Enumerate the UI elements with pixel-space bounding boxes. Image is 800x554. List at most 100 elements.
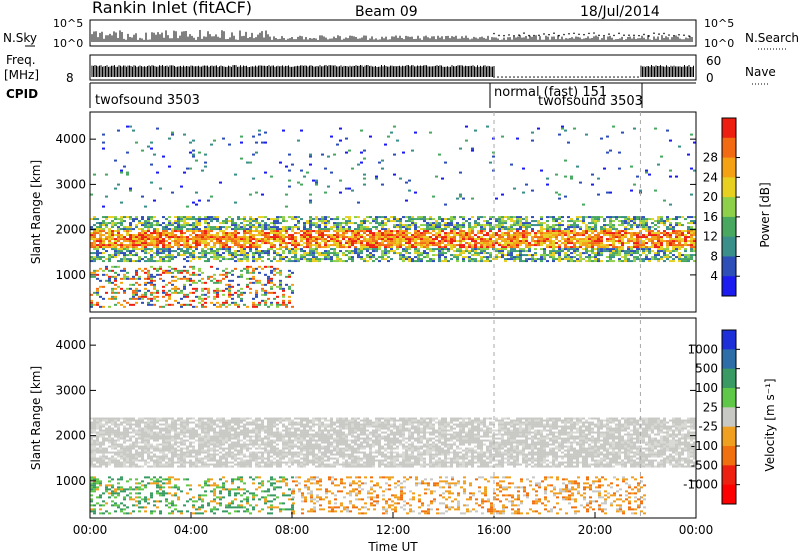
power-cell-3381 [147,301,150,304]
power-cell-1851 [438,222,441,225]
power-cell-1138 [306,228,309,231]
power-cell-3326 [126,301,129,304]
power-cell-1812 [429,238,432,241]
power-cell-702 [219,256,222,259]
power-cell-1177 [312,230,315,233]
power-cell-644 [210,218,213,221]
power-cell-2042 [474,222,477,225]
power-cell-2492 [555,252,558,255]
power-cell-3774 [150,147,153,150]
power-cell-882 [252,260,255,263]
velocity-cell-35 [93,445,96,448]
power-cell-78 [102,256,105,259]
power-cell-1114 [300,244,303,247]
power-cell-2467 [552,234,555,237]
power-cell-355 [156,230,159,233]
power-cell-3876 [339,139,342,142]
power-cell-1078 [291,260,294,263]
power-cell-2126 [489,228,492,231]
power-cell-3241 [90,275,93,278]
power-cell-2566 [570,240,573,243]
power-cell-56 [99,238,102,241]
power-cell-445 [171,254,174,257]
velocity-cell-95 [102,437,105,440]
power-cell-1614 [393,242,396,245]
power-cell-3986 [606,151,609,154]
power-cell-3403 [153,297,156,300]
power-cell-3315 [123,273,126,276]
power-cell-633 [207,232,210,235]
power-cell-2918 [633,250,636,253]
power-cell-3790 [183,171,186,174]
power-colorbar-label-3: 16 [703,210,718,224]
nave-dot [541,76,543,78]
power-cell-1551 [381,250,384,253]
power-cell-2623 [579,260,582,263]
power-cell-2829 [618,236,621,239]
power-cell-1125 [303,232,306,235]
power-cell-3732 [288,273,291,276]
power-cell-3852 [300,169,303,172]
power-cell-1619 [396,220,399,223]
freq-trace [91,65,694,78]
power-cell-1121 [303,224,306,227]
power-cell-1480 [369,236,372,239]
power-cell-3123 [672,238,675,241]
power-cell-3264 [99,295,102,298]
power-cell-791 [237,242,240,245]
velocity-cell-16 [90,453,93,456]
power-cell-3639 [252,267,255,270]
power-cell-3350 [135,297,138,300]
power-cell-1097 [297,216,300,219]
power-cell-1234 [321,238,324,241]
power-cell-3118 [672,218,675,221]
power-cell-810 [240,254,243,257]
power-cell-2259 [513,232,516,235]
power-cell-3711 [279,269,282,272]
power-cell-1108 [300,218,303,221]
power-cell-2745 [603,220,606,223]
power-cell-2193 [501,240,504,243]
power-cell-3231 [693,238,696,241]
power-cell-1532 [378,242,381,245]
power-cell-854 [249,226,252,229]
power-cell-2586 [573,246,576,249]
power-cell-3838 [270,175,273,178]
power-cell-2029 [471,230,474,233]
power-cell-1069 [291,236,294,239]
power-cell-1559 [384,224,387,227]
power-cell-1550 [381,244,384,247]
power-cell-1011 [279,234,282,237]
velocity-cell-177 [114,451,117,454]
power-cell-2302 [519,242,522,245]
nsearch-label: N.Search [745,31,799,45]
power-cell-79 [102,260,105,263]
power-cell-2399 [540,226,543,229]
power-cell-587 [198,240,201,243]
power-cell-226 [132,234,135,237]
power-cell-1377 [348,246,351,249]
power-cell-2956 [639,254,642,257]
power-cell-521 [186,242,189,245]
power-cell-3244 [90,301,93,304]
power-cell-2660 [588,234,591,237]
power-cell-2735 [600,240,603,243]
power-cell-1806 [429,222,432,225]
power-cell-847 [246,258,249,261]
velocity-cell-212 [120,443,123,446]
power-cell-1122 [303,226,306,229]
power-cell-2571 [570,256,573,259]
power-cell-1277 [330,234,333,237]
power-cell-902 [258,224,261,227]
power-cell-2089 [483,216,486,219]
power-cell-554 [192,242,195,245]
power-cell-722 [225,226,228,229]
power-cell-3885 [351,189,354,192]
power-cell-3105 [669,226,672,229]
power-cell-1737 [417,218,420,221]
power-cell-163 [120,236,123,239]
velocity-cell-54 [96,437,99,440]
power-cell-573 [195,244,198,247]
velocity-cell-134 [108,435,111,438]
power-cell-325 [150,236,153,239]
